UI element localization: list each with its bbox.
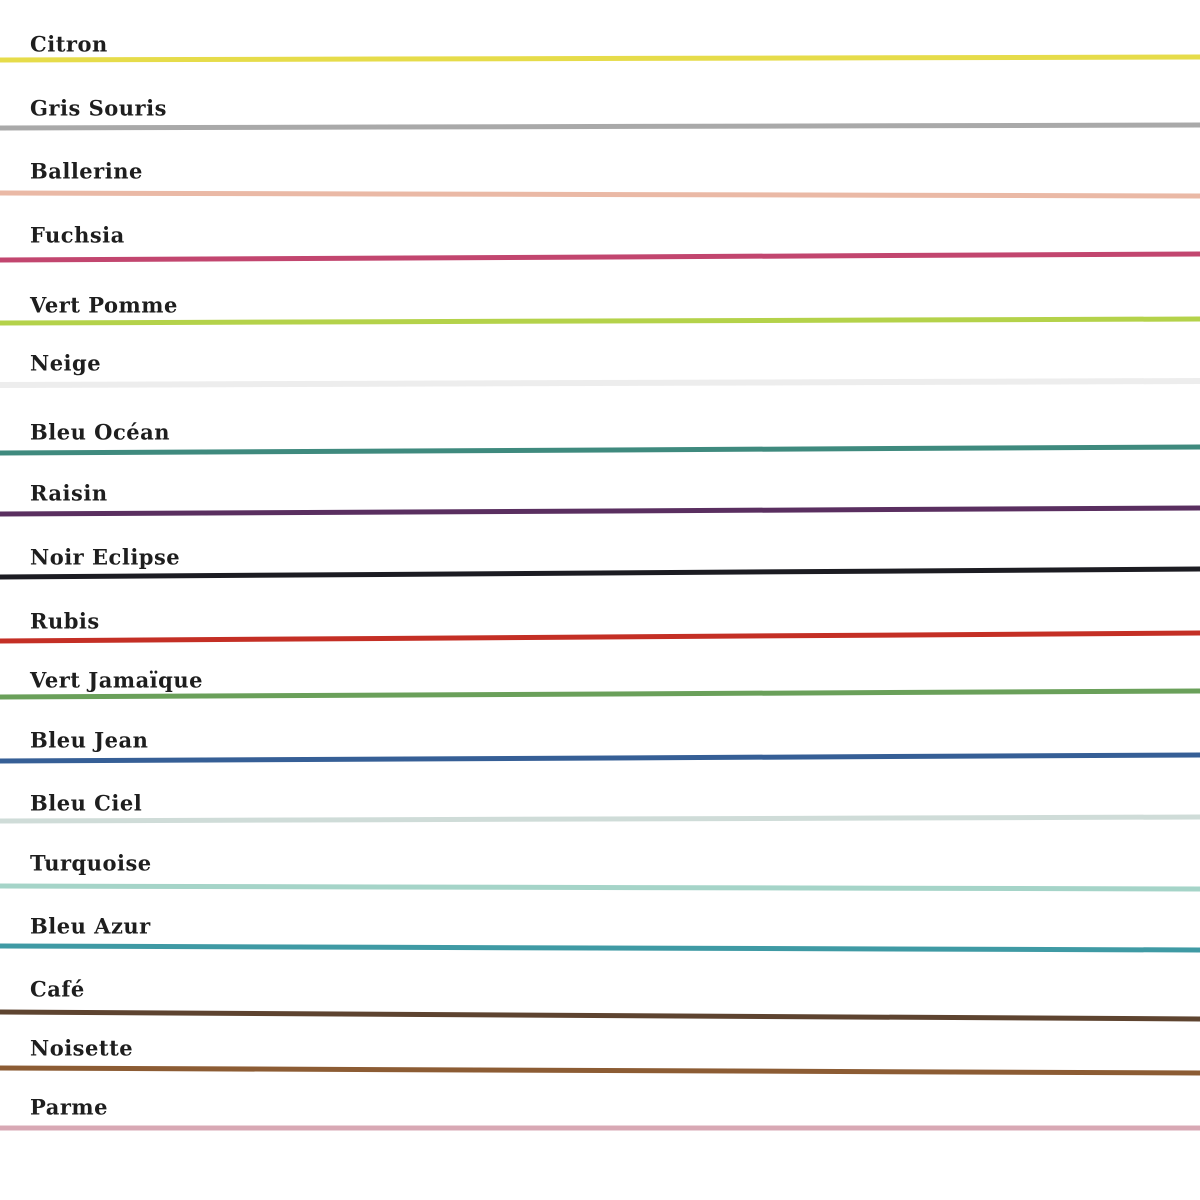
cord-bleu-jean xyxy=(0,752,1200,764)
cord-label-vert-pomme: Vert Pomme xyxy=(30,292,178,318)
cord-label-fuchsia: Fuchsia xyxy=(30,222,125,248)
cord-label-noir-eclipse: Noir Eclipse xyxy=(30,544,181,570)
cord-citron xyxy=(0,54,1200,63)
cord-label-turquoise: Turquoise xyxy=(30,850,152,876)
cord-label-rubis: Rubis xyxy=(30,608,100,634)
cord-fuchsia xyxy=(0,251,1200,263)
cord-label-gris-souris: Gris Souris xyxy=(30,95,167,121)
cord-label-bleu-ocean: Bleu Océan xyxy=(30,419,170,445)
cord-gris-souris xyxy=(0,122,1200,131)
cord-label-neige: Neige xyxy=(30,350,102,376)
cord-vert-pomme xyxy=(0,316,1200,326)
cord-label-citron: Citron xyxy=(30,31,108,57)
cord-label-noisette: Noisette xyxy=(30,1035,134,1061)
cord-label-raisin: Raisin xyxy=(30,480,108,506)
cord-label-cafe: Café xyxy=(30,976,85,1002)
cord-label-bleu-jean: Bleu Jean xyxy=(30,727,149,753)
cord-bleu-azur xyxy=(0,943,1200,953)
cord-noisette xyxy=(0,1065,1200,1076)
cord-ballerine xyxy=(0,190,1200,199)
cord-turquoise xyxy=(0,883,1200,892)
cord-label-bleu-azur: Bleu Azur xyxy=(30,913,151,939)
cord-label-vert-jamaique: Vert Jamaïque xyxy=(30,667,203,693)
cord-label-ballerine: Ballerine xyxy=(30,158,143,184)
cord-rubis xyxy=(0,630,1200,644)
cord-neige xyxy=(0,378,1200,388)
cord-raisin xyxy=(0,505,1200,517)
cord-bleu-ciel xyxy=(0,814,1200,824)
cord-cafe xyxy=(0,1009,1200,1022)
cord-label-parme: Parme xyxy=(30,1094,108,1120)
cord-vert-jamaique xyxy=(0,688,1200,700)
cord-noir-eclipse xyxy=(0,566,1200,580)
cord-bleu-ocean xyxy=(0,444,1200,456)
cord-label-bleu-ciel: Bleu Ciel xyxy=(30,790,143,816)
